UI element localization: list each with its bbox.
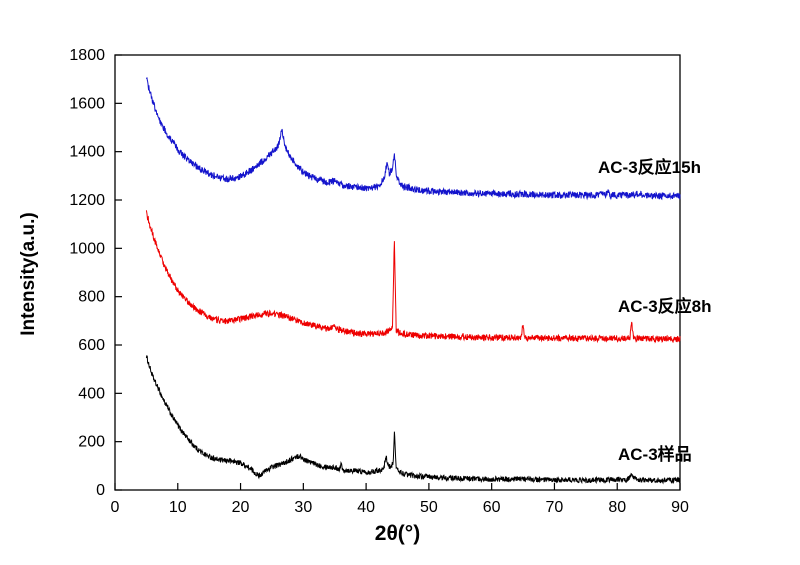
svg-text:30: 30	[294, 499, 312, 516]
svg-text:400: 400	[78, 385, 105, 402]
svg-text:800: 800	[78, 289, 105, 306]
svg-text:200: 200	[78, 434, 105, 451]
svg-text:1200: 1200	[69, 192, 105, 209]
svg-text:0: 0	[111, 499, 120, 516]
svg-text:600: 600	[78, 337, 105, 354]
svg-text:1600: 1600	[69, 95, 105, 112]
svg-text:70: 70	[546, 499, 564, 516]
svg-text:40: 40	[357, 499, 375, 516]
series-label-15h: AC-3反应15h	[598, 158, 701, 177]
series-label-8h: AC-3反应8h	[618, 297, 712, 316]
svg-text:60: 60	[483, 499, 501, 516]
y-axis-title: Intensity(a.u.)	[18, 212, 39, 336]
svg-text:10: 10	[169, 499, 187, 516]
series-label-sample: AC-3样品	[618, 445, 692, 464]
svg-text:1400: 1400	[69, 144, 105, 161]
x-axis-title: 2θ(°)	[374, 522, 421, 545]
svg-text:1800: 1800	[69, 47, 105, 64]
svg-text:80: 80	[608, 499, 626, 516]
svg-text:1000: 1000	[69, 240, 105, 257]
svg-text:0: 0	[96, 482, 105, 499]
svg-text:50: 50	[420, 499, 438, 516]
svg-text:90: 90	[671, 499, 689, 516]
svg-text:20: 20	[232, 499, 250, 516]
